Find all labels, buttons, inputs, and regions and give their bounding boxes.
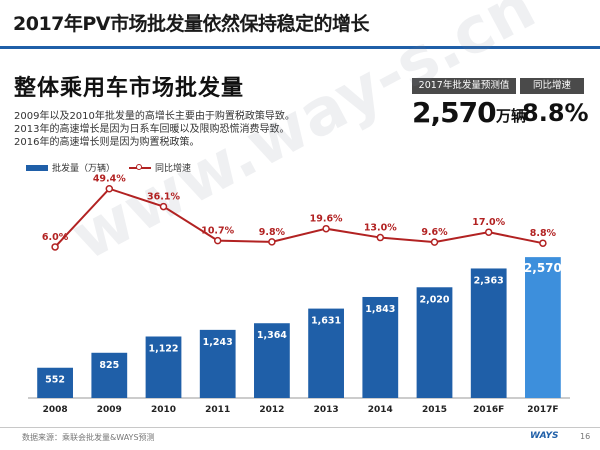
growth-label: 17.0% [472,217,505,228]
x-tick-label: 2017F [527,405,558,415]
bar [37,367,73,398]
legend-bar-label: 批发量（万辆） [52,164,116,174]
growth-line [54,187,544,248]
note-line: 2016年的高速增长则是因为购置税政策。 [14,137,200,148]
chart-legend: 批发量（万辆） 同比增速 [26,161,191,174]
bar [362,296,399,398]
growth-value: 8.8% [522,99,589,127]
bar-value-label: 2,020 [419,294,449,305]
slide-title: 2017年PV市场批发量依然保持稳定的增长 [13,13,370,35]
bar [416,287,453,398]
bar [145,336,182,398]
x-tick-label: 2009 [97,405,122,415]
growth-point [159,202,168,211]
growth-label: 9.6% [421,227,448,238]
kpi-panel: 2017年批发量预测值 同比增速 2,570 万辆 8.8% [412,78,589,134]
growth-label: 49.4% [93,174,126,185]
bar-value-label: 2,570 [524,261,562,275]
growth-point [51,243,59,251]
title-divider [0,46,600,49]
growth-point [105,184,114,193]
x-tick-label: 2014 [368,405,393,415]
growth-point [322,224,330,233]
forecast-label: 2017年批发量预测值 [412,78,516,94]
growth-label: 36.1% [147,192,180,203]
growth-label: 8.8% [530,228,557,239]
growth-label: 13.0% [364,223,397,234]
x-tick-label: 2012 [259,405,284,415]
growth-point [213,236,222,245]
bar [470,268,507,398]
growth-label: 10.7% [201,226,234,237]
section-title: 整体乘用车市场批发量 [14,76,245,101]
growth-label: 9.8% [259,227,286,238]
forecast-value: 2,570 [412,96,497,129]
growth-label: 同比增速 [520,78,584,94]
x-tick-label: 2015 [422,405,447,415]
legend-line-swatch [129,163,152,170]
ways-logo: WAYS [530,431,559,441]
footer-divider [0,427,600,428]
legend-line-label: 同比增速 [155,164,192,174]
page-number: 16 [580,432,591,441]
bar-value-label: 825 [99,360,119,371]
source-note: 数据来源：乘联会批发量&WAYS预测 [22,433,155,442]
growth-point [376,233,385,242]
growth-label: 19.6% [310,214,343,225]
x-tick-label: 2011 [205,405,230,415]
bar [91,352,128,398]
bar-value-label: 1,243 [203,337,233,348]
note-line: 2013年的高速增长是因为日系车回暖以及限购恐慌消费导致。 [14,124,290,135]
bar-value-label: 1,364 [257,330,287,341]
bar-value-label: 1,631 [311,316,341,327]
growth-point [484,228,493,236]
growth-point [268,238,276,246]
x-tick-label: 2010 [151,405,176,415]
x-tick-label: 2016F [473,405,504,415]
growth-point [539,239,547,247]
bar [525,257,561,398]
bar-value-label: 2,363 [474,275,504,286]
x-tick-label: 2013 [314,405,339,415]
bar [199,329,236,398]
bar-value-label: 1,122 [148,343,178,354]
x-tick-label: 2008 [43,405,68,415]
legend-bar-swatch [26,164,48,171]
bar-value-label: 552 [45,375,65,386]
growth-point [430,238,439,246]
bar-value-label: 1,843 [365,304,395,315]
bar [308,308,344,398]
note-line: 2009年以及2010年批发量的高增长主要由于购置税政策导致。 [14,111,295,122]
notes-block: 2009年以及2010年批发量的高增长主要由于购置税政策导致。 2013年的高速… [14,110,295,149]
growth-label: 6.0% [42,232,69,243]
forecast-unit: 万辆 [496,107,527,125]
bar [254,323,290,398]
